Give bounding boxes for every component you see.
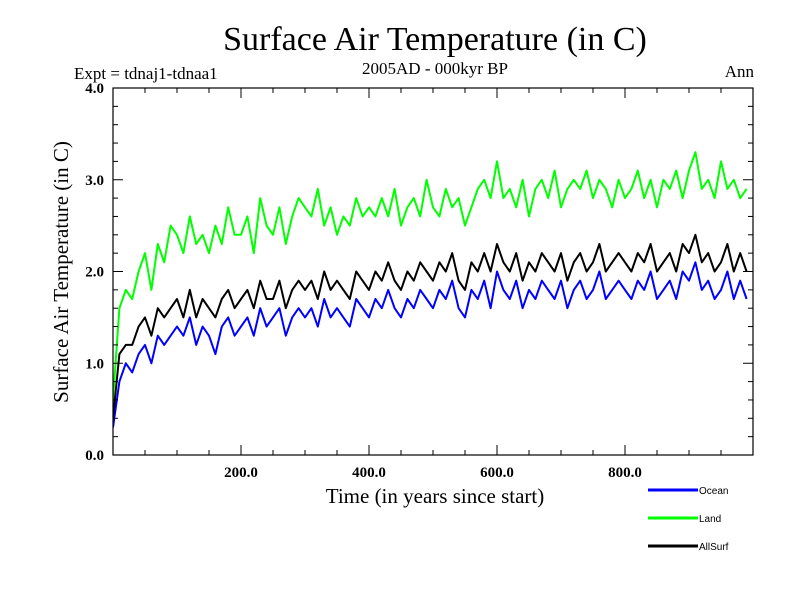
x-tick-label: 400.0	[352, 465, 386, 481]
series-line-land	[113, 151, 748, 400]
series-line-ocean	[113, 261, 748, 428]
ticks-layer	[113, 88, 753, 455]
y-tick-label: 1.0	[85, 356, 104, 372]
series-line-allsurf	[113, 233, 748, 419]
legend: Ocean Land AllSurf	[648, 486, 729, 553]
chart-title: Surface Air Temperature (in C)	[223, 21, 647, 58]
y-tick-label: 3.0	[85, 173, 104, 189]
chart-subtitle: 2005AD - 000kyr BP	[362, 59, 508, 78]
legend-label: Land	[699, 514, 721, 525]
x-axis-label: Time (in years since start)	[326, 484, 545, 508]
x-tick-label: 200.0	[224, 465, 258, 481]
y-tick-label: 0.0	[85, 448, 104, 464]
legend-item-allsurf: AllSurf	[648, 542, 729, 553]
y-axis-label: Surface Air Temperature (in C)	[49, 141, 73, 403]
legend-label: Ocean	[699, 486, 728, 497]
y-tick-label: 4.0	[85, 81, 104, 97]
legend-item-land: Land	[648, 514, 721, 525]
x-tick-label: 600.0	[480, 465, 514, 481]
season-label: Ann	[725, 62, 755, 81]
legend-label: AllSurf	[699, 542, 729, 553]
legend-item-ocean: Ocean	[648, 486, 728, 497]
y-tick-label: 2.0	[85, 265, 104, 281]
x-tick-label: 800.0	[608, 465, 642, 481]
series-layer	[113, 151, 748, 428]
tick-labels-layer: 200.0 400.0 600.0 800.0 0.0 1.0 2.0 3.0 4.0	[85, 81, 642, 481]
experiment-label: Expt = tdnaj1-tdnaa1	[74, 64, 218, 83]
